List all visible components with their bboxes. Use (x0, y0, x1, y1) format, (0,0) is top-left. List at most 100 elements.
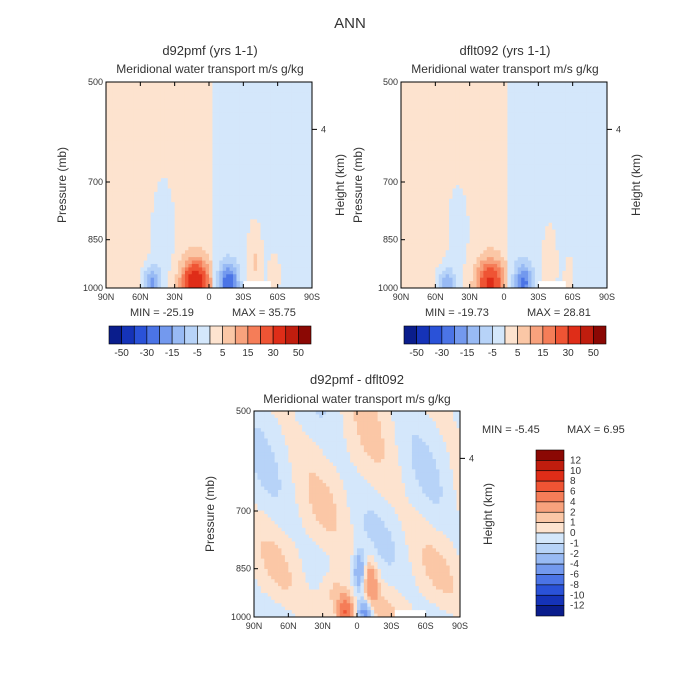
field-cell (233, 130, 237, 134)
field-cell (469, 102, 474, 107)
field-cell (431, 99, 436, 103)
field-cell (246, 150, 251, 155)
field-cell (442, 277, 447, 282)
field-cell (209, 154, 213, 158)
field-cell (154, 209, 158, 213)
field-cell (407, 281, 412, 285)
field-cell (445, 281, 450, 285)
field-cell (257, 243, 261, 248)
field-cell (164, 260, 169, 265)
field-cell (287, 174, 292, 179)
field-cell (287, 143, 292, 148)
field-cell (222, 109, 227, 114)
field-cell (174, 160, 179, 165)
field-cell (287, 239, 292, 244)
field-cell (404, 281, 409, 285)
field-cell (257, 277, 261, 282)
field-cell (171, 119, 176, 124)
field-cell (287, 284, 292, 289)
field-cell (281, 284, 285, 289)
field-cell (281, 236, 285, 241)
field-cell (212, 195, 217, 200)
field-cell (106, 82, 110, 86)
field-cell (431, 222, 436, 227)
field-cell (301, 185, 306, 189)
field-cell (263, 174, 268, 179)
field-cell (407, 123, 412, 128)
field-cell (466, 185, 471, 189)
field-cell (407, 236, 412, 241)
field-cell (178, 123, 182, 128)
field-cell (164, 102, 169, 107)
field-cell (212, 281, 217, 285)
field-cell (184, 109, 189, 114)
field-cell (222, 209, 227, 213)
field-cell (219, 92, 224, 97)
field-cell (469, 284, 474, 289)
field-cell (229, 226, 234, 231)
field-cell (445, 160, 450, 165)
field-cell (198, 209, 203, 213)
field-cell (246, 243, 251, 248)
field-cell (126, 154, 131, 158)
field-cell (452, 167, 457, 172)
field-cell (291, 236, 296, 241)
field-cell (267, 85, 272, 90)
field-cell (246, 229, 251, 234)
field-cell (253, 274, 258, 279)
field-cell (267, 167, 272, 172)
field-cell (195, 150, 200, 155)
field-cell (233, 263, 237, 268)
field-cell (191, 154, 196, 158)
field-cell (459, 123, 464, 128)
field-cell (160, 133, 165, 138)
field-cell (401, 171, 405, 176)
field-cell (401, 143, 405, 148)
field-cell (188, 188, 193, 193)
field-cell (164, 246, 169, 251)
field-cell (212, 277, 217, 282)
field-cell (253, 222, 258, 227)
field-cell (246, 195, 251, 200)
field-cell (160, 212, 165, 217)
field-cell (469, 143, 474, 148)
field-cell (123, 229, 127, 234)
field-cell (435, 136, 440, 141)
field-cell (109, 215, 114, 220)
colorbar-swatch (133, 325, 148, 345)
field-cell (294, 219, 299, 224)
field-cell (226, 102, 230, 107)
field-cell (174, 157, 179, 162)
field-cell (222, 106, 227, 110)
field-cell (202, 147, 206, 152)
field-cell (171, 143, 176, 148)
field-cell (188, 123, 193, 128)
field-cell (294, 112, 299, 117)
field-cell (243, 116, 248, 121)
field-cell (136, 215, 141, 220)
field-cell (209, 92, 213, 97)
field-cell (287, 85, 292, 90)
field-cell (449, 157, 453, 162)
field-cell (425, 215, 429, 220)
field-cell (236, 109, 241, 114)
field-cell (164, 257, 169, 261)
field-cell (287, 233, 292, 237)
field-cell (428, 157, 433, 162)
field-cell (257, 191, 261, 196)
field-cell (455, 274, 460, 279)
field-cell (143, 85, 148, 90)
field-cell (150, 160, 155, 165)
field-cell (435, 195, 440, 200)
field-cell (459, 143, 464, 148)
field-cell (130, 82, 134, 86)
field-cell (191, 260, 196, 265)
field-cell (123, 178, 127, 182)
field-cell (226, 174, 230, 179)
field-cell (411, 239, 416, 244)
field-cell (411, 260, 416, 265)
field-cell (270, 157, 275, 162)
field-cell (411, 185, 416, 189)
field-cell (466, 112, 471, 117)
field-cell (181, 174, 186, 179)
